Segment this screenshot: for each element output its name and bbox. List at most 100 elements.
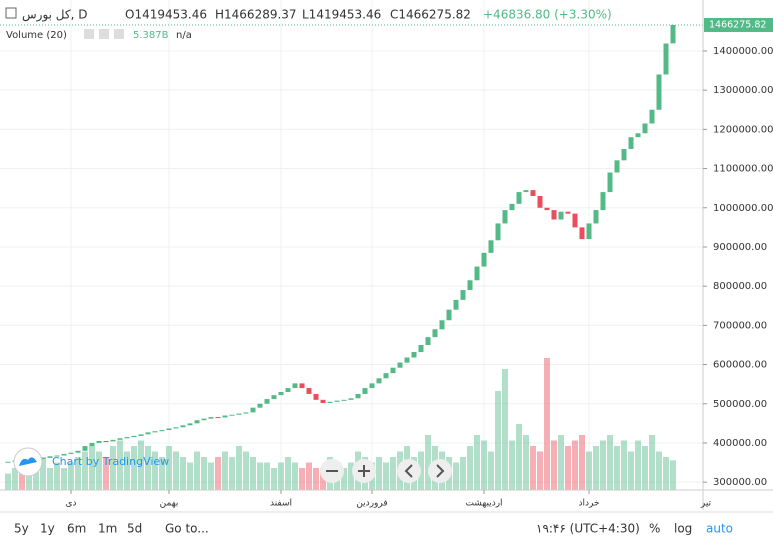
candle-body xyxy=(103,441,109,442)
candle-body xyxy=(299,383,305,389)
volume-bar xyxy=(278,462,284,490)
volume-bar xyxy=(47,468,53,490)
volume-bar xyxy=(502,369,508,490)
volume-bar xyxy=(152,451,158,490)
candle-body xyxy=(278,392,284,396)
scroll-left[interactable] xyxy=(397,459,421,483)
candle-body xyxy=(334,400,340,402)
candle-body xyxy=(411,352,417,358)
y-tick-label: 1400000.00 xyxy=(713,46,773,57)
candle-body xyxy=(670,24,676,44)
volume-value: 5.387B xyxy=(133,30,169,41)
candle-body xyxy=(621,148,627,161)
volume-bar xyxy=(593,446,599,490)
candle-body xyxy=(124,437,130,439)
volume-bar xyxy=(19,462,25,490)
candle-body xyxy=(215,417,221,419)
y-tick-label: 1200000.00 xyxy=(713,124,773,135)
candle-body xyxy=(187,423,193,426)
volume-bar xyxy=(558,435,564,490)
volume-bar xyxy=(180,457,186,490)
volume-bar xyxy=(614,446,620,490)
candle-body xyxy=(481,252,487,267)
volume-bar xyxy=(33,462,39,490)
close-icon[interactable] xyxy=(114,29,124,39)
candle-body xyxy=(579,227,585,240)
candle-body xyxy=(222,415,228,418)
volume-bar xyxy=(628,451,634,490)
candle-body xyxy=(166,428,172,431)
volume-bar xyxy=(523,435,529,490)
candle-body xyxy=(418,344,424,353)
watermark[interactable]: Chart by TradingView xyxy=(52,455,169,468)
candle-body xyxy=(341,399,347,401)
candle-body xyxy=(537,196,543,208)
range-button[interactable]: 6m xyxy=(67,522,86,536)
volume-bar xyxy=(159,457,165,490)
volume-bar xyxy=(306,462,312,490)
candle-body xyxy=(75,450,81,453)
ohlc-low: L1419453.46 xyxy=(302,8,381,22)
candle-body xyxy=(509,203,515,211)
candle-body xyxy=(159,430,165,432)
volume-bar xyxy=(40,457,46,490)
last-price-badge xyxy=(704,17,773,32)
candle-body xyxy=(131,435,137,438)
candle-body xyxy=(5,461,11,463)
candle-body xyxy=(271,395,277,400)
candle-body xyxy=(236,413,242,415)
volume-bar xyxy=(299,468,305,490)
x-tick-label: بهمن xyxy=(160,499,179,509)
percent-toggle[interactable]: % xyxy=(649,522,660,536)
volume-bar xyxy=(26,468,32,490)
volume-bar xyxy=(96,451,102,490)
candle-body xyxy=(355,393,361,399)
range-button[interactable]: 5d xyxy=(127,522,142,536)
symbol: کل بورس, D xyxy=(22,8,87,23)
candle-body xyxy=(495,223,501,241)
collapse-icon[interactable] xyxy=(5,7,17,19)
candle-body xyxy=(243,412,249,414)
log-toggle[interactable]: log xyxy=(674,522,692,536)
candle-body xyxy=(467,280,473,291)
scroll-right-icon xyxy=(436,464,445,478)
candle-body xyxy=(229,414,235,416)
volume-bar xyxy=(257,462,263,490)
last-price-label: 1466275.82 xyxy=(709,19,766,30)
auto-toggle[interactable]: auto xyxy=(706,522,733,536)
candle-body xyxy=(663,43,669,75)
range-button[interactable]: 1m xyxy=(98,522,117,536)
eye-icon[interactable] xyxy=(84,29,94,39)
volume-bar xyxy=(215,457,221,490)
range-button[interactable]: 5y xyxy=(14,522,29,536)
candle-body xyxy=(138,434,144,436)
candle-body xyxy=(649,109,655,124)
volume-bar xyxy=(656,451,662,490)
volume-bar xyxy=(194,451,200,490)
y-tick-label: 500000.00 xyxy=(713,399,767,410)
volume-bar xyxy=(89,446,95,490)
time-zone[interactable]: ۱۹:۴۶ (UTC+4:30) xyxy=(536,522,640,536)
candle-body xyxy=(439,320,445,330)
volume-bar xyxy=(313,468,319,490)
volume-bar xyxy=(341,468,347,490)
y-tick-label: 800000.00 xyxy=(713,281,767,292)
volume-bar xyxy=(607,435,613,490)
scroll-right[interactable] xyxy=(428,459,452,483)
volume-bar xyxy=(488,451,494,490)
ohlc-high: H1466289.37 xyxy=(215,8,297,22)
y-tick-label: 300000.00 xyxy=(713,477,767,488)
candle-body xyxy=(397,362,403,368)
volume-bar xyxy=(166,446,172,490)
volume-bar xyxy=(390,457,396,490)
settings-icon[interactable] xyxy=(99,29,109,39)
candle-body xyxy=(614,160,620,173)
goto[interactable]: Go to... xyxy=(165,522,209,536)
candle-body xyxy=(376,378,382,384)
range-button[interactable]: 1y xyxy=(40,522,55,536)
candle-body xyxy=(145,432,151,435)
candle-body xyxy=(320,399,326,403)
ohlc-change: +46836.80 (+3.30%) xyxy=(483,8,612,22)
volume-bar xyxy=(635,440,641,490)
